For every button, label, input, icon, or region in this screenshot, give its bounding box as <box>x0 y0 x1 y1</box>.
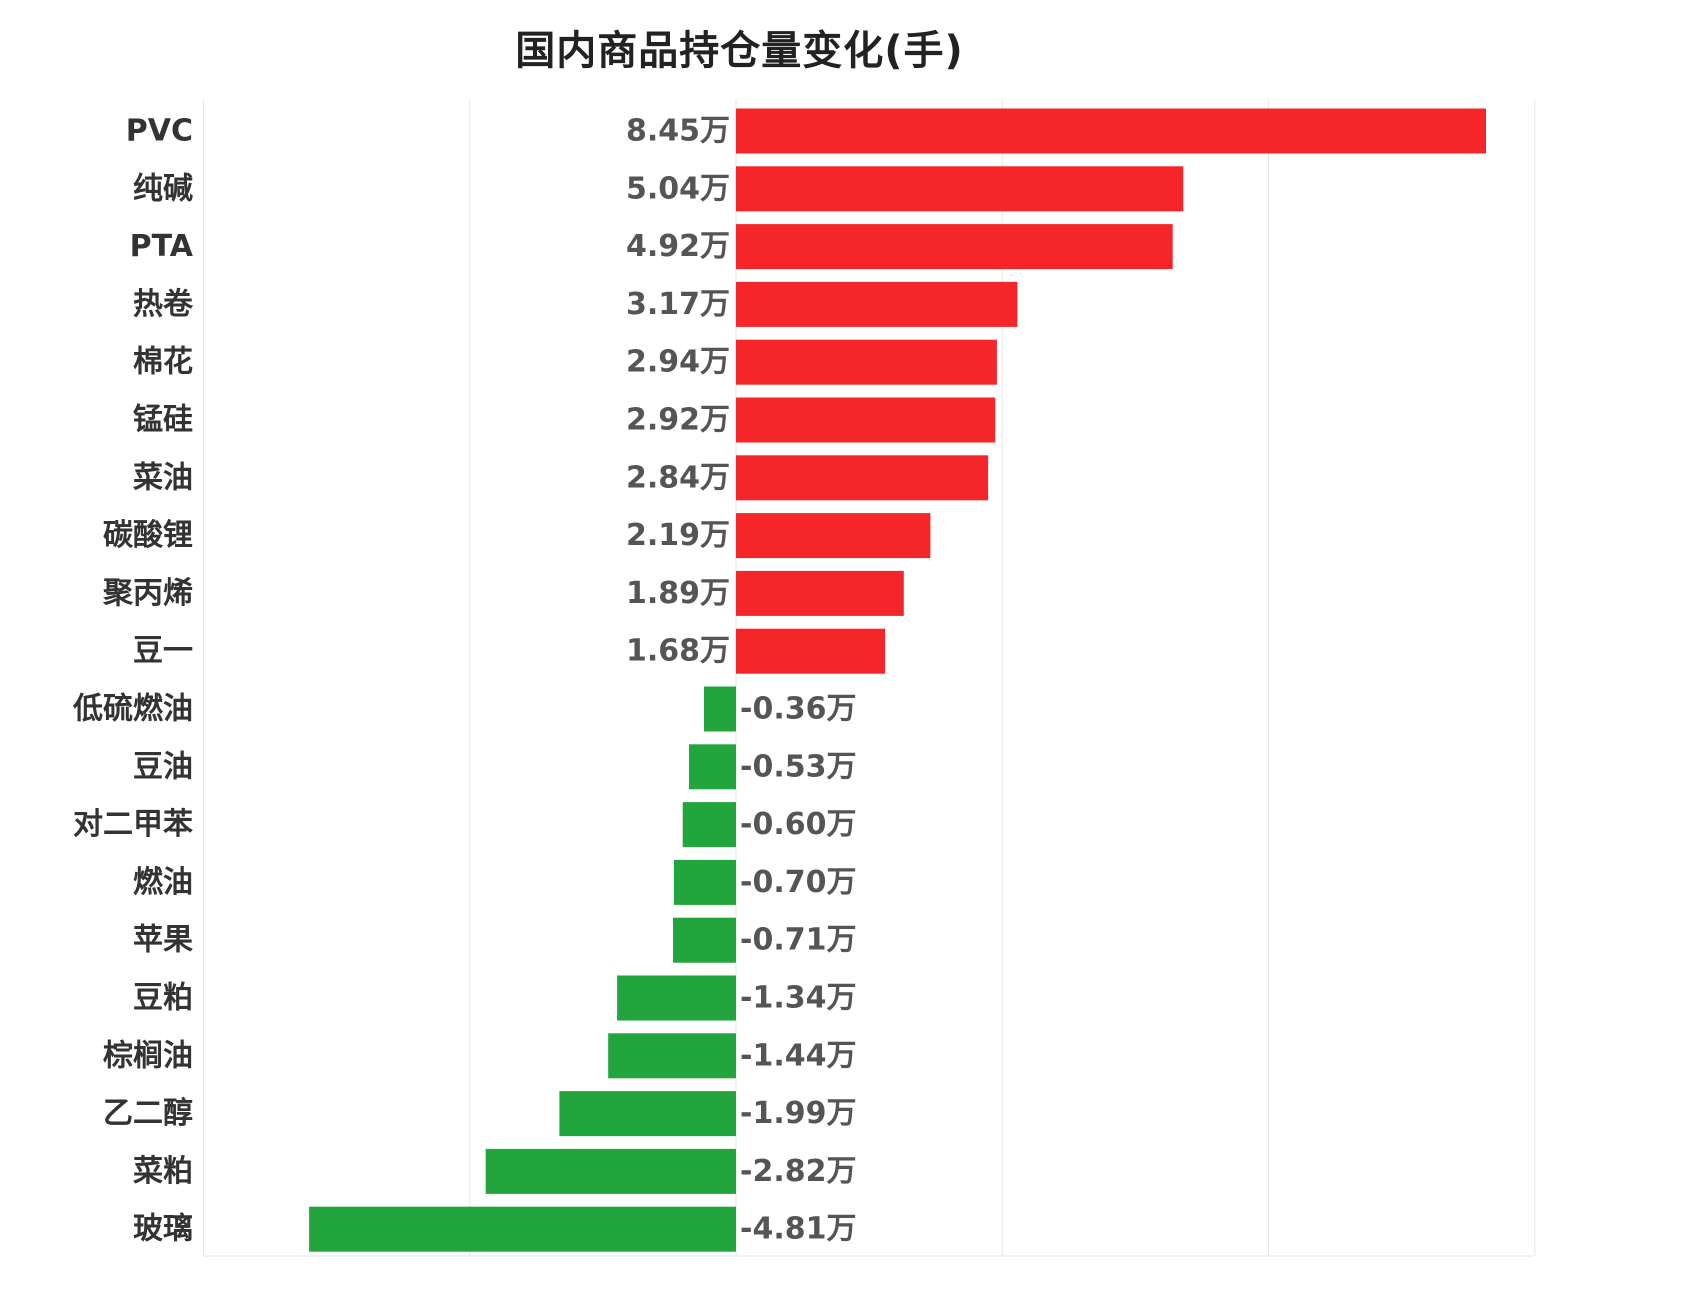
value-label: 5.04万 <box>626 171 730 206</box>
bar <box>736 339 997 385</box>
category-label: 对二甲苯 <box>73 807 193 842</box>
category-label: 锰硅 <box>133 403 193 438</box>
category-label: 玻璃 <box>133 1212 193 1247</box>
category-label: 棉花 <box>133 345 193 380</box>
value-label: 4.92万 <box>626 229 730 264</box>
bar <box>736 108 1486 154</box>
category-label: 苹果 <box>133 923 193 958</box>
grid-layer <box>202 100 1536 1257</box>
category-label: 菜油 <box>133 460 193 495</box>
category-label: PVC <box>126 114 193 149</box>
bar <box>682 802 736 848</box>
bar <box>736 397 996 443</box>
bar <box>736 224 1173 270</box>
category-label: 低硫燃油 <box>72 692 193 727</box>
category-label: 菜粕 <box>133 1154 193 1189</box>
value-label: -0.36万 <box>740 692 856 727</box>
bar <box>617 975 736 1021</box>
value-label: -0.71万 <box>740 923 856 958</box>
bar <box>736 513 931 559</box>
category-label: 豆油 <box>133 749 193 784</box>
category-label: 碳酸锂 <box>103 518 193 553</box>
value-label: -4.81万 <box>740 1212 856 1247</box>
bar <box>689 744 736 790</box>
category-label: 热卷 <box>133 287 194 322</box>
category-label: 棕榈油 <box>103 1038 193 1073</box>
bar <box>736 281 1018 327</box>
value-label: -2.82万 <box>740 1154 856 1189</box>
bar <box>559 1091 736 1137</box>
category-label: 豆一 <box>133 634 193 669</box>
value-label: -1.44万 <box>740 1038 856 1073</box>
category-label: 豆粕 <box>133 981 193 1016</box>
value-label: 2.84万 <box>626 460 730 495</box>
value-label: -1.34万 <box>740 981 856 1016</box>
value-label: 2.19万 <box>626 518 730 553</box>
bar <box>608 1033 736 1079</box>
value-label: -1.99万 <box>740 1096 856 1131</box>
value-label: 2.92万 <box>626 403 730 438</box>
bar <box>704 686 736 732</box>
category-label: 纯碱 <box>133 171 193 206</box>
bar <box>673 917 736 963</box>
value-label: -0.70万 <box>740 865 856 900</box>
bar <box>485 1148 736 1194</box>
value-label: 1.68万 <box>626 634 730 669</box>
value-label: 2.94万 <box>626 345 730 380</box>
chart-title: 国内商品持仓量变化(手) <box>515 28 964 74</box>
bar <box>736 570 904 616</box>
category-label: PTA <box>130 229 194 264</box>
category-label: 聚丙烯 <box>102 576 193 611</box>
value-label: -0.60万 <box>740 807 856 842</box>
value-label: 1.89万 <box>626 576 730 611</box>
category-label: 乙二醇 <box>103 1096 193 1131</box>
bar <box>736 166 1184 212</box>
bar <box>673 859 736 905</box>
value-label: -0.53万 <box>740 749 856 784</box>
value-label: 3.17万 <box>626 287 730 322</box>
bar <box>736 628 886 674</box>
value-label: 8.45万 <box>626 114 730 149</box>
category-label: 燃油 <box>133 865 193 900</box>
bar <box>736 455 989 501</box>
bar-layer <box>309 108 1486 1252</box>
bar <box>309 1206 736 1252</box>
